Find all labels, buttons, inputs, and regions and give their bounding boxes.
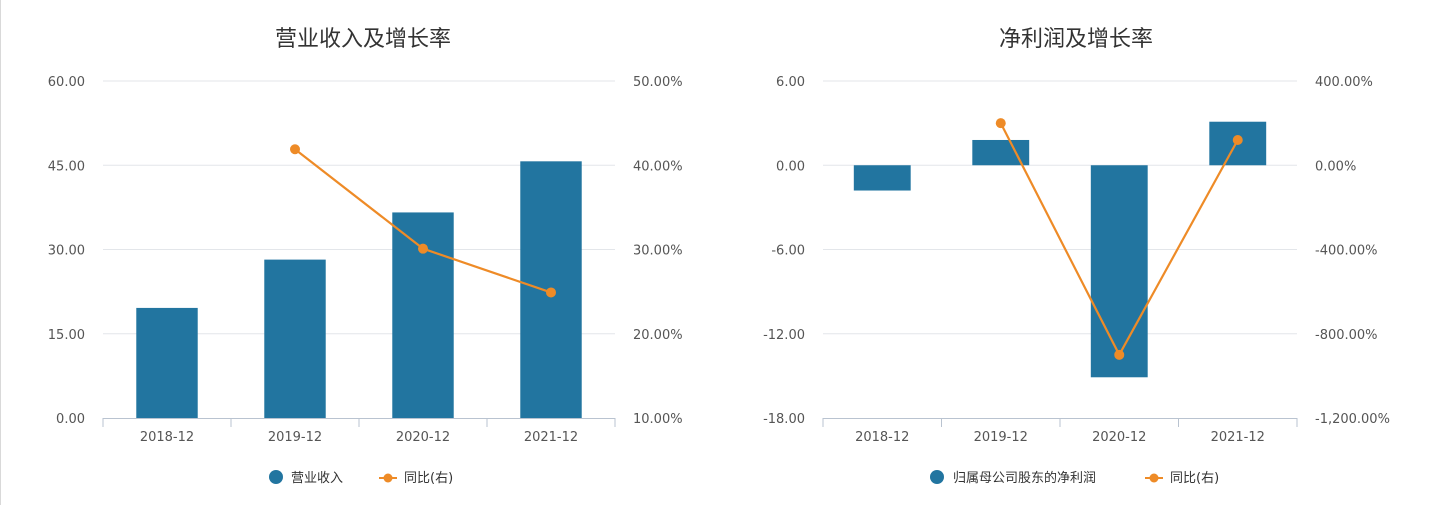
- legend-marker-dot: [383, 473, 393, 483]
- legend-label: 营业收入: [291, 471, 343, 486]
- left-border: [0, 0, 1, 505]
- chart-title: 净利润及增长率: [999, 27, 1153, 52]
- chart-1: 营业收入及增长率 0.00 15.00 30.00 45.00 60.00 10.00% 20…: [48, 27, 683, 486]
- y-tick-label: -6.00: [771, 244, 805, 259]
- y2-tick-label: 30.00%: [633, 244, 683, 259]
- legend-label: 同比(右): [1170, 471, 1219, 486]
- y2-tick-label: 10.00%: [633, 412, 683, 427]
- y2-tick-label: 20.00%: [633, 328, 683, 343]
- legend-label: 归属母公司股东的净利润: [953, 470, 1096, 486]
- x-tick-label: 2020-12: [1092, 430, 1146, 445]
- chart-2: 净利润及增长率 -18.00 -12.00 -6.00 0.00 6.00 -1,200.0…: [763, 27, 1390, 486]
- chart-title: 营业收入及增长率: [275, 27, 451, 52]
- line-point: [546, 287, 556, 298]
- legend-label: 同比(右): [404, 471, 453, 486]
- y-tick-label: 15.00: [48, 328, 85, 343]
- legend-marker-bar: [930, 470, 944, 484]
- line-point: [418, 243, 428, 254]
- legend-marker-dot: [1149, 473, 1159, 483]
- x-tick-label: 2019-12: [268, 430, 322, 445]
- line-point: [290, 144, 300, 155]
- bar: [853, 165, 911, 191]
- line-point: [1114, 349, 1125, 360]
- x-tick-label: 2021-12: [1211, 430, 1265, 445]
- y2-tick-label: -1,200.00%: [1315, 412, 1390, 427]
- bar: [392, 212, 454, 418]
- y-tick-label: 30.00: [48, 244, 85, 259]
- y-tick-label: 45.00: [48, 159, 85, 174]
- x-tick-label: 2021-12: [524, 430, 578, 445]
- y-tick-label: 6.00: [776, 75, 805, 90]
- y-tick-label: 0.00: [776, 159, 805, 174]
- y2-tick-label: -400.00%: [1315, 244, 1378, 259]
- y2-tick-label: 50.00%: [633, 75, 683, 90]
- y2-tick-label: -800.00%: [1315, 328, 1378, 343]
- y-tick-label: -18.00: [763, 412, 805, 427]
- x-tick-label: 2018-12: [855, 430, 909, 445]
- x-tick-label: 2018-12: [140, 430, 194, 445]
- bar: [264, 259, 326, 418]
- bar: [1090, 165, 1148, 378]
- x-tick-label: 2019-12: [974, 430, 1028, 445]
- line-point: [995, 118, 1006, 129]
- y2-tick-label: 0.00%: [1315, 159, 1356, 174]
- legend-marker-bar: [269, 470, 283, 484]
- y2-tick-label: 400.00%: [1315, 75, 1373, 90]
- y2-tick-label: 40.00%: [633, 159, 683, 174]
- x-tick-label: 2020-12: [396, 430, 450, 445]
- line-point: [1232, 134, 1243, 145]
- y-tick-label: 60.00: [48, 75, 85, 90]
- y-tick-label: -12.00: [763, 328, 805, 343]
- y-tick-label: 0.00: [56, 412, 85, 427]
- bar: [136, 307, 198, 418]
